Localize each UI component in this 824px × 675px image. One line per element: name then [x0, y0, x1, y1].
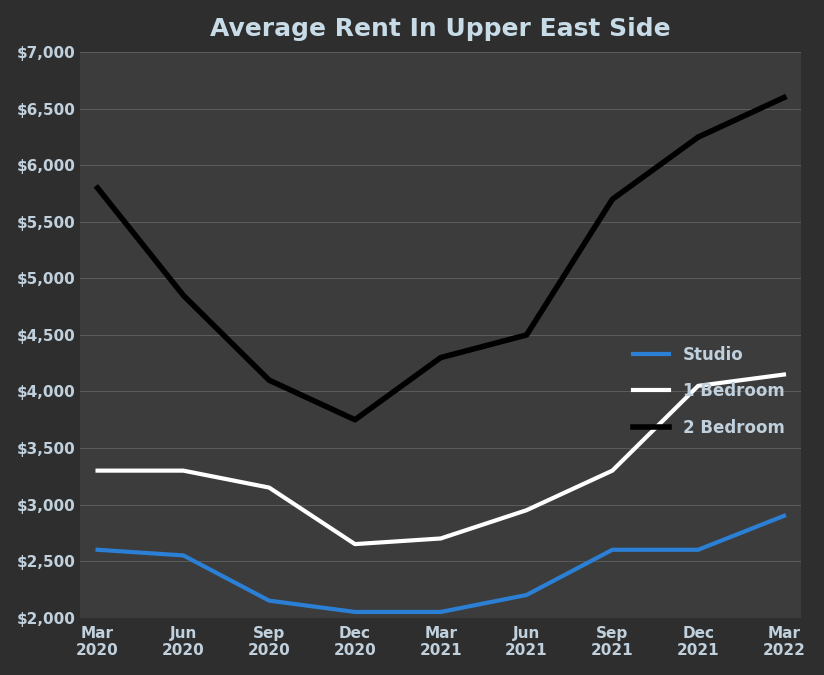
- Legend: Studio, 1 Bedroom, 2 Bedroom: Studio, 1 Bedroom, 2 Bedroom: [625, 338, 793, 445]
- Title: Average Rent In Upper East Side: Average Rent In Upper East Side: [210, 17, 671, 40]
